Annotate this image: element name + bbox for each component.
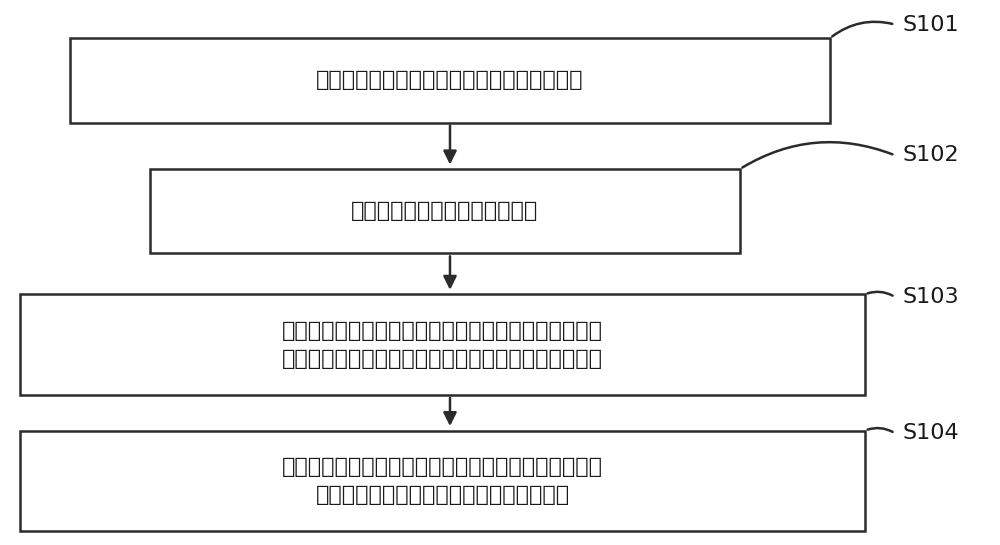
- Text: 在信息类别包括有效信息的情况下，通过脑启发神经网: 在信息类别包括有效信息的情况下，通过脑启发神经网: [282, 320, 603, 341]
- FancyBboxPatch shape: [150, 169, 740, 253]
- Text: S103: S103: [903, 287, 960, 307]
- FancyBboxPatch shape: [20, 294, 865, 395]
- Text: 络根据有效信息对应的实例级别信息更新语义信息库。: 络根据有效信息对应的实例级别信息更新语义信息库。: [282, 349, 603, 369]
- Text: 判断实例级别信息的信息类别。: 判断实例级别信息的信息类别。: [351, 201, 539, 221]
- Text: S104: S104: [903, 423, 960, 443]
- Text: S102: S102: [903, 146, 960, 165]
- Text: 在信息类别包括可推理信息的情况下，根据可推理信息: 在信息类别包括可推理信息的情况下，根据可推理信息: [282, 457, 603, 477]
- FancyBboxPatch shape: [70, 38, 830, 123]
- FancyBboxPatch shape: [20, 431, 865, 531]
- Text: S101: S101: [903, 15, 960, 34]
- Text: 对获取的图像进行处理，提取实例级别信息。: 对获取的图像进行处理，提取实例级别信息。: [316, 70, 584, 90]
- Text: 对应的实例级别信息确定图像中的新信息。: 对应的实例级别信息确定图像中的新信息。: [315, 485, 570, 505]
